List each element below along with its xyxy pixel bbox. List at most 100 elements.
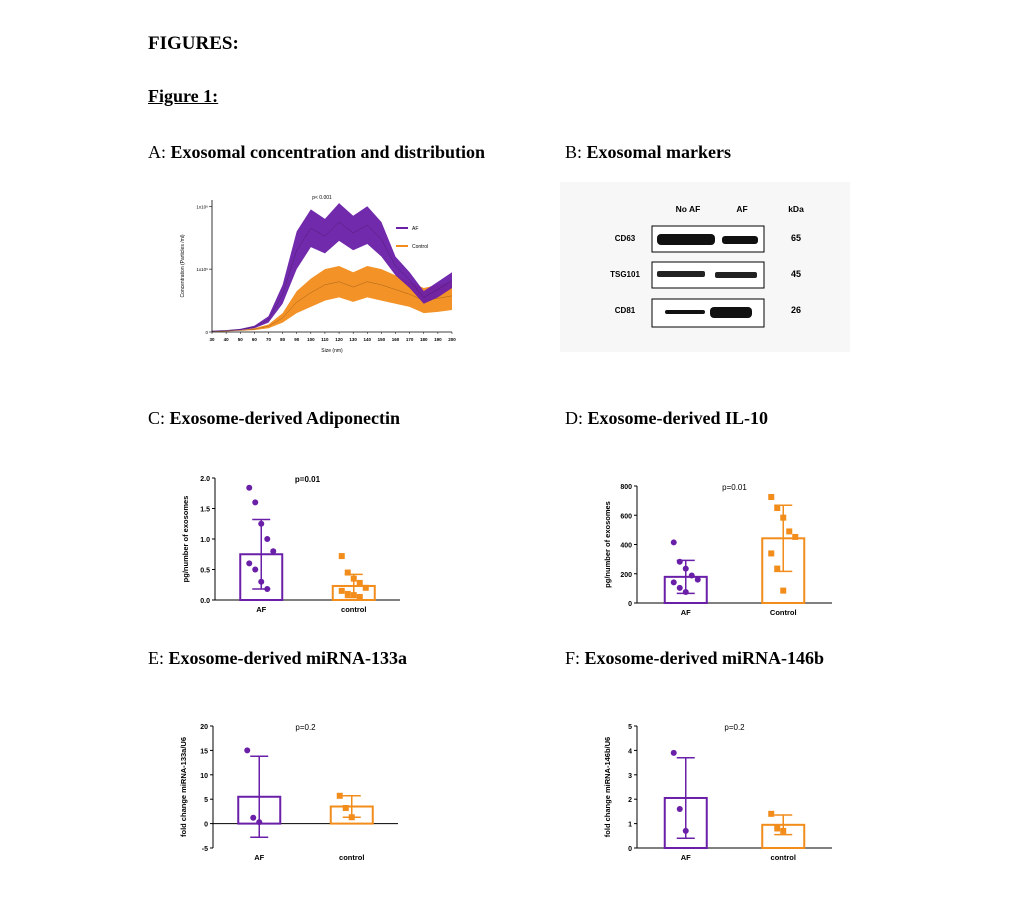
x-tick-label-af: AF [254, 853, 264, 862]
y-tick-label: 1x10⁶ [196, 204, 208, 209]
x-tick-label: 180 [420, 337, 428, 342]
x-tick-label: 170 [406, 337, 414, 342]
legend-label-af: AF [412, 226, 418, 232]
data-point [786, 528, 793, 535]
blot-col-af: AF [736, 204, 747, 214]
x-tick-label: 130 [349, 337, 357, 342]
data-point [688, 572, 695, 579]
y-axis-label: fold change miRNA-146b/U6 [603, 737, 612, 837]
x-tick-label: 90 [294, 337, 300, 342]
data-point [768, 494, 775, 501]
y-tick-label: 1.5 [200, 507, 210, 514]
y-axis-label: pg/number of exosomes [181, 496, 190, 583]
data-point [362, 584, 369, 591]
y-tick-label: -5 [202, 846, 208, 853]
data-point [344, 569, 351, 576]
x-tick-label: 80 [280, 337, 286, 342]
data-point [774, 565, 781, 572]
panel-f-bar-chart: 0 1 2 3 4 5 fold change miRNA-146b/U6 p=0.2 AF co… [603, 723, 832, 862]
blot-kda-cd81: 26 [791, 305, 801, 315]
data-point [682, 827, 689, 834]
data-point [792, 533, 799, 540]
x-tick-label-control: control [771, 853, 796, 862]
data-point [350, 592, 357, 599]
data-point [682, 588, 689, 595]
y-tick-label: 3 [628, 773, 632, 780]
x-axis-label: Size (nm) [321, 348, 343, 354]
data-point [252, 499, 259, 506]
panel-e-bar-chart: -5 0 5 10 15 20 fold change miRNA-133a/U6 p=0.2… [179, 723, 398, 862]
y-tick-label: 200 [620, 572, 632, 579]
panel-a-size-distribution-chart: 0 1x10⁶ 1x10⁶ 30 40 50 60 70 80 90 100 110 120 130 140… [180, 195, 456, 354]
data-point [338, 587, 345, 594]
y-tick-label: 1x10⁶ [196, 267, 208, 272]
y-tick-label: 20 [200, 724, 208, 731]
legend-label-control: Control [412, 244, 428, 250]
data-point [780, 827, 787, 834]
data-point [256, 819, 263, 826]
area-line-control [211, 281, 453, 332]
y-tick-label: 2.0 [200, 476, 210, 483]
p-value-annotation: p< 0.001 [312, 195, 332, 201]
x-tick-label-control: control [339, 853, 364, 862]
y-tick-label: 0.5 [200, 568, 210, 575]
x-tick-label: 190 [434, 337, 442, 342]
y-tick-label: 5 [628, 724, 632, 731]
panel-d-bar-chart: 0 200 400 600 800 pg/number of exosomes p=0.01… [603, 483, 832, 617]
x-tick-label-af: AF [256, 605, 266, 614]
data-point [356, 579, 363, 586]
y-axis-label: pg/number of exosomes [603, 501, 612, 588]
data-point [264, 536, 271, 542]
panel-e-title: E: Exosome-derived miRNA-133a [148, 648, 407, 668]
band-tsg101-no-af [657, 271, 705, 277]
p-value-annotation: p=0.2 [295, 723, 316, 732]
y-tick-label: 0.0 [200, 598, 210, 605]
data-point [270, 548, 277, 555]
area-line-af [211, 221, 453, 332]
x-tick-label-af: AF [681, 608, 691, 617]
y-tick-label: 0 [628, 601, 632, 608]
p-value-annotation: p=0.2 [724, 723, 745, 732]
data-point [258, 520, 265, 527]
data-point [344, 590, 351, 597]
x-tick-label: 200 [448, 337, 456, 342]
x-tick-label: 100 [307, 337, 315, 342]
y-tick-label: 0 [628, 846, 632, 853]
data-point [264, 586, 271, 593]
x-tick-label: 30 [209, 337, 215, 342]
y-axis-label: Concentration (Particles /ml) [180, 234, 186, 297]
data-point [774, 825, 781, 832]
y-tick-label: 0 [205, 330, 208, 335]
y-axis-label: fold change miRNA-133a/U6 [179, 737, 188, 837]
data-point [250, 814, 257, 821]
panel-c-bar-chart: 0.0 0.5 1.0 1.5 2.0 pg/number of exosomes p=0.… [181, 475, 400, 614]
data-point [350, 575, 357, 582]
panel-b-title: B: Exosomal markers [565, 142, 731, 162]
data-point [336, 792, 343, 799]
panel-c-title: C: Exosome-derived Adiponectin [148, 408, 401, 428]
p-value-annotation: p=0.01 [295, 475, 321, 484]
blot-row-tsg101: TSG101 [610, 270, 640, 279]
x-tick-label: 60 [252, 337, 258, 342]
blot-col-no-af: No AF [676, 204, 701, 214]
blot-kda-cd63: 65 [791, 233, 801, 243]
data-point [676, 584, 683, 591]
y-tick-label: 5 [204, 797, 208, 804]
x-tick-label: 70 [266, 337, 272, 342]
y-tick-label: 400 [620, 543, 632, 550]
y-tick-label: 15 [200, 748, 208, 755]
data-point [246, 484, 253, 491]
panel-a-title: A: Exosomal concentration and distributi… [148, 142, 486, 162]
data-point [258, 578, 265, 585]
data-point [670, 539, 677, 546]
band-cd63-af [722, 236, 758, 244]
data-point [348, 814, 355, 821]
y-tick-label: 4 [628, 748, 632, 755]
x-tick-label: 140 [364, 337, 372, 342]
page-heading: FIGURES: [148, 33, 239, 54]
blot-col-kda: kDa [788, 204, 804, 214]
x-tick-label: 120 [335, 337, 343, 342]
data-point [768, 810, 775, 817]
data-point [356, 593, 363, 600]
data-point [670, 749, 677, 756]
